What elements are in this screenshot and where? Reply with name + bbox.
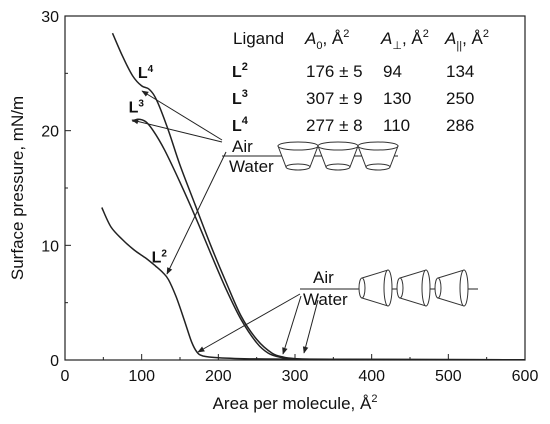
isotherm-curves [101, 32, 526, 361]
table-header-ligand: Ligand [233, 29, 284, 48]
curve-label: L2 [152, 249, 168, 267]
curve-label: L4 [138, 64, 154, 82]
y-tick-label: 0 [50, 353, 59, 370]
series-line-l2 [101, 207, 526, 361]
cone-icon [396, 269, 431, 307]
lying-cones-diagram: Air Water [300, 268, 478, 309]
lower-air-label: Air [313, 268, 334, 287]
table-cell-aperp: 110 [383, 116, 410, 135]
table-header-apar: A||, Å2 [444, 28, 489, 52]
upper-air-label: Air [232, 137, 253, 156]
cone-icon [317, 141, 359, 171]
x-axis-label: Area per molecule, Å2 [213, 393, 378, 413]
parameter-table: Ligand A0, Å2 A⊥, Å2 A||, Å2 L2 176 ± 5 … [232, 28, 489, 135]
y-tick-label: 20 [41, 124, 59, 141]
arrow-lower-to-l3 [282, 295, 302, 355]
lower-water-label: Water [303, 290, 348, 309]
y-tick-label: 10 [41, 238, 59, 255]
arrow-lower-to-l4 [302, 299, 319, 354]
arrow-to-l2 [166, 151, 227, 275]
table-cell-aperp: 94 [383, 62, 402, 81]
arrow-to-l4 [141, 90, 223, 141]
y-axis-label: Surface pressure, mN/m [8, 96, 27, 280]
table-cell-apar: 250 [446, 89, 474, 108]
arrow-lower-to-l2 [197, 293, 301, 353]
upper-water-label: Water [229, 157, 274, 176]
annotation-arrows [131, 90, 319, 355]
table-cell-a0: 176 ± 5 [306, 62, 363, 81]
table-row-ligand: L2 [232, 61, 248, 81]
x-tick-label: 400 [358, 368, 385, 385]
table-cell-aperp: 130 [383, 89, 411, 108]
curve-label: L3 [129, 98, 145, 116]
x-tick-label: 600 [512, 368, 539, 385]
x-tick-label: 100 [128, 368, 155, 385]
table-row-ligand: L3 [232, 88, 248, 108]
x-tick-label: 200 [205, 368, 232, 385]
x-tick-label: 500 [435, 368, 462, 385]
table-cell-a0: 307 ± 9 [306, 89, 363, 108]
x-tick-label: 0 [61, 368, 70, 385]
curve-labels: L4 L3 L2 [129, 64, 168, 267]
table-cell-apar: 134 [446, 62, 474, 81]
table-header-a0: A0, Å2 [304, 28, 349, 52]
cone-icon [358, 269, 393, 307]
cone-icon [357, 141, 399, 171]
upright-cones-diagram: Air Water [222, 137, 399, 176]
y-tick-label: 30 [41, 9, 59, 26]
table-cell-a0: 277 ± 8 [306, 116, 363, 135]
table-row-ligand: L4 [232, 115, 249, 135]
cone-icon [277, 141, 319, 171]
table-cell-apar: 286 [446, 116, 474, 135]
cone-icon [434, 269, 469, 307]
y-axis-ticks: 0 10 20 30 [41, 9, 71, 370]
x-tick-label: 300 [282, 368, 309, 385]
series-line-l4 [111, 32, 526, 361]
arrow-to-l3 [131, 118, 223, 143]
table-header-aperp: A⊥, Å2 [380, 28, 429, 52]
